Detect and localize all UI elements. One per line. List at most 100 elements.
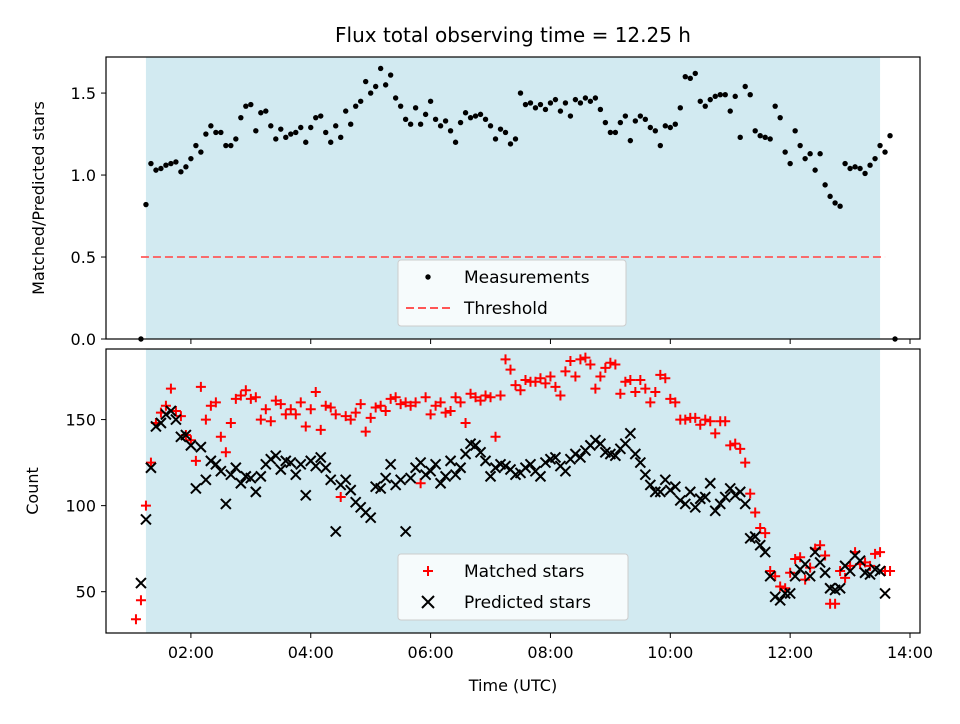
matched-star-point xyxy=(390,392,401,403)
predicted-star-point xyxy=(474,446,487,458)
measurement-point xyxy=(622,113,629,119)
matched-star-point xyxy=(570,371,581,382)
matched-star-point xyxy=(330,409,341,420)
predicted-star-point xyxy=(764,570,776,582)
predicted-star-point xyxy=(734,486,746,498)
predicted-star-point xyxy=(210,458,222,471)
measurement-point xyxy=(457,119,464,126)
measurement-point xyxy=(422,111,429,118)
matched-star-point xyxy=(515,385,526,396)
measurement-point xyxy=(482,116,489,123)
predicted-star-point xyxy=(519,462,532,474)
measurement-point xyxy=(402,116,409,123)
count-panel: 02:00 04:00 06:00 08:00 10:00 12:00 14:00 50 100… xyxy=(23,348,933,695)
measurement-point xyxy=(592,95,599,101)
predicted-star-point xyxy=(809,546,821,558)
measurement-point xyxy=(323,129,329,136)
measurement-point xyxy=(387,72,394,78)
measurement-point xyxy=(173,159,179,165)
matched-star-point xyxy=(540,378,551,389)
matched-star-point xyxy=(500,354,511,365)
predicted-star-point xyxy=(265,453,277,465)
predicted-star-point xyxy=(339,474,352,486)
predicted-star-point xyxy=(394,474,407,486)
predicted-star-point xyxy=(379,472,392,484)
measurement-point xyxy=(822,182,828,188)
axes-frame xyxy=(105,348,921,634)
matched-star-point xyxy=(585,359,596,370)
matched-star-point xyxy=(780,583,791,594)
measurement-point xyxy=(677,105,683,111)
matched-star-point xyxy=(185,435,196,446)
measurement-point xyxy=(203,131,209,137)
matched-star-point xyxy=(565,356,576,367)
predicted-star-point xyxy=(185,439,197,452)
predicted-star-point xyxy=(589,434,602,446)
predicted-star-point xyxy=(659,474,672,486)
legend-marker-matched xyxy=(423,566,433,576)
measurement-point xyxy=(727,108,733,114)
predicted-star-point xyxy=(569,448,582,460)
matched-star-point xyxy=(575,354,586,365)
measurement-point xyxy=(367,90,374,96)
matched-star-point xyxy=(535,373,546,384)
predicted-star-point xyxy=(250,486,262,498)
axes-frame xyxy=(105,56,921,340)
matched-star-point xyxy=(590,383,601,394)
x-tick-label: 02:00 xyxy=(168,643,214,662)
measurement-point xyxy=(273,136,279,142)
predicted-star-point xyxy=(180,429,192,441)
measurement-point xyxy=(707,96,713,103)
matched-star-point xyxy=(255,414,266,425)
matched-star-point xyxy=(315,424,326,435)
measurement-point xyxy=(637,113,644,119)
matched-star-point xyxy=(310,387,321,398)
measurement-point xyxy=(692,70,698,77)
measurement-point xyxy=(632,118,639,124)
measurement-point xyxy=(747,92,753,98)
measurement-point xyxy=(228,142,234,149)
matched-star-point xyxy=(775,581,786,592)
matched-star-point xyxy=(510,380,521,391)
measurement-point xyxy=(837,203,843,209)
measurement-point xyxy=(827,193,833,200)
measurement-point xyxy=(607,129,614,136)
predicted-star-point xyxy=(270,450,282,462)
predicted-star-point xyxy=(879,587,891,600)
predicted-star-point xyxy=(170,413,182,426)
measurement-point xyxy=(397,103,404,109)
matched-star-point xyxy=(755,523,766,534)
matched-star-point xyxy=(695,419,706,430)
legend-marker-measurements xyxy=(425,274,431,280)
predicted-star-point xyxy=(315,451,327,464)
measurement-point xyxy=(567,113,574,119)
predicted-star-point xyxy=(539,456,552,469)
measurement-point xyxy=(298,124,304,131)
matched-star-point xyxy=(870,548,881,559)
predicted-star-point xyxy=(295,458,307,471)
predicted-star-point xyxy=(290,468,302,481)
predicted-star-point xyxy=(150,420,162,433)
matched-star-point xyxy=(720,416,731,427)
matched-star-point xyxy=(345,414,356,425)
matched-star-point xyxy=(370,402,381,413)
matched-star-point xyxy=(660,373,671,384)
matched-star-point xyxy=(700,414,711,425)
predicted-star-point xyxy=(424,465,437,477)
measurement-point xyxy=(687,75,693,82)
predicted-star-point xyxy=(789,570,801,582)
measurement-point xyxy=(148,160,154,167)
predicted-star-point xyxy=(414,456,427,469)
matched-star-point xyxy=(240,385,251,396)
measurement-point xyxy=(772,103,778,109)
matched-star-point xyxy=(845,560,856,571)
predicted-star-point xyxy=(779,587,791,600)
measurement-point xyxy=(887,132,893,139)
measurement-point xyxy=(502,129,509,136)
predicted-star-point xyxy=(215,465,227,477)
measurement-point xyxy=(492,136,499,142)
matched-star-point xyxy=(375,400,386,411)
predicted-star-point xyxy=(140,513,152,526)
matched-star-point xyxy=(420,392,431,403)
legend-marker-predicted xyxy=(421,595,435,609)
